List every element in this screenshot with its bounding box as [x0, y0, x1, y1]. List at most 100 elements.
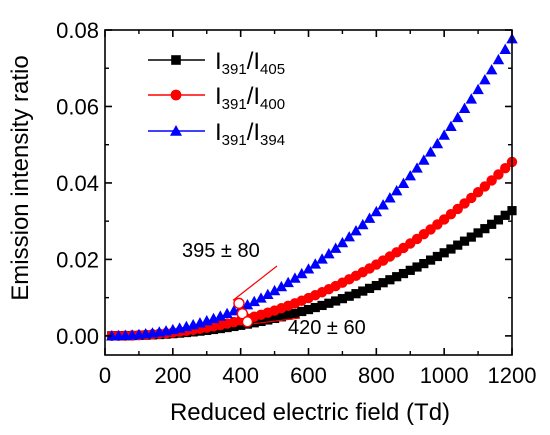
data-point [316, 253, 328, 264]
series-triangle [106, 33, 518, 341]
data-point [249, 318, 259, 328]
data-point [412, 262, 422, 272]
data-point [324, 298, 334, 308]
data-point [466, 232, 476, 242]
legend-subscript: 391 [222, 132, 247, 149]
x-tick-label: 1200 [488, 363, 537, 388]
data-point [493, 169, 504, 180]
plot-area [106, 33, 518, 342]
legend-text-part: /I [247, 83, 260, 110]
data-point [269, 313, 280, 324]
data-point [384, 192, 396, 203]
legend-subscript: 394 [260, 132, 285, 149]
axis-ticks: 0 200 400 600 800 1000 1200 0.00 0.02 0.04 0.06 0.0… [56, 18, 536, 388]
data-point [295, 267, 308, 279]
data-point [275, 280, 288, 292]
x-tick-label: 800 [358, 363, 395, 388]
data-point [262, 288, 274, 300]
data-point [390, 184, 403, 196]
data-point [337, 294, 348, 304]
data-point [426, 255, 436, 265]
x-axis-label: Reduced electric field (Td) [170, 399, 450, 426]
data-point [302, 263, 315, 274]
data-point [480, 224, 490, 234]
data-point [500, 163, 511, 174]
open-circle-marker [233, 297, 245, 310]
data-point [248, 295, 260, 307]
data-point [499, 43, 511, 54]
data-point [453, 240, 463, 250]
open-circle-marker [236, 308, 249, 320]
data-point [343, 231, 355, 242]
data-point [276, 312, 286, 322]
annotation-arrow [253, 317, 301, 325]
data-point [424, 146, 437, 157]
legend-text-part: I [215, 83, 222, 110]
data-point [398, 268, 409, 279]
legend-text-part: I [215, 48, 222, 75]
data-point [350, 225, 362, 236]
data-point [446, 244, 456, 254]
annotation-label: 395 ± 80 [182, 240, 260, 262]
legend-label: I391/I405 [215, 48, 285, 78]
data-point [439, 248, 449, 258]
data-point [473, 228, 483, 238]
x-tick-label: 400 [222, 363, 259, 388]
data-point [411, 162, 423, 173]
data-point [385, 275, 395, 285]
data-point [329, 242, 342, 253]
x-tick-label: 600 [290, 363, 327, 388]
data-point [487, 219, 497, 229]
data-point [303, 304, 314, 315]
data-point [371, 280, 381, 291]
data-point [290, 308, 300, 318]
data-point [472, 187, 484, 198]
data-point [458, 102, 471, 113]
data-point [419, 258, 429, 269]
legend-label: I391/I394 [215, 119, 285, 149]
data-point [479, 73, 491, 85]
x-tick-label: 200 [154, 363, 191, 388]
data-point [336, 236, 349, 248]
data-point [357, 218, 369, 230]
data-point [256, 316, 266, 327]
data-point [263, 315, 273, 325]
y-axis-label: Emission intensity ratio [7, 55, 34, 300]
data-point [268, 284, 281, 296]
data-point [282, 276, 294, 288]
data-point [323, 247, 335, 259]
y-tick-label: 0.06 [56, 94, 99, 119]
data-point [255, 292, 267, 303]
data-point [309, 258, 322, 269]
legend-subscript: 391 [222, 96, 247, 113]
legend-text-part: I [215, 119, 222, 146]
data-point [317, 300, 327, 311]
data-point [364, 283, 375, 293]
data-point [370, 205, 383, 217]
data-point [331, 296, 341, 306]
data-point [283, 310, 293, 320]
legend-entry-circle: I391/I400 [148, 83, 285, 113]
open-circle-marker [241, 316, 254, 328]
data-point [500, 210, 510, 220]
legend-text-part: /I [247, 48, 260, 75]
y-tick-label: 0.08 [56, 18, 99, 43]
legend-subscript: 391 [222, 61, 247, 78]
legend-text-part: /I [247, 119, 260, 146]
x-tick-label: 0 [99, 363, 111, 388]
data-point [310, 302, 320, 313]
legend-marker [170, 125, 182, 136]
y-tick-label: 0.02 [56, 247, 99, 272]
data-point [492, 53, 505, 65]
data-point [358, 286, 368, 296]
data-point [431, 137, 444, 149]
legend-entry-square: I391/I405 [148, 48, 285, 78]
data-point [465, 93, 478, 104]
data-point [297, 306, 307, 317]
data-point [451, 111, 464, 123]
data-point [344, 291, 354, 301]
data-point [479, 181, 491, 192]
data-point [221, 307, 233, 319]
